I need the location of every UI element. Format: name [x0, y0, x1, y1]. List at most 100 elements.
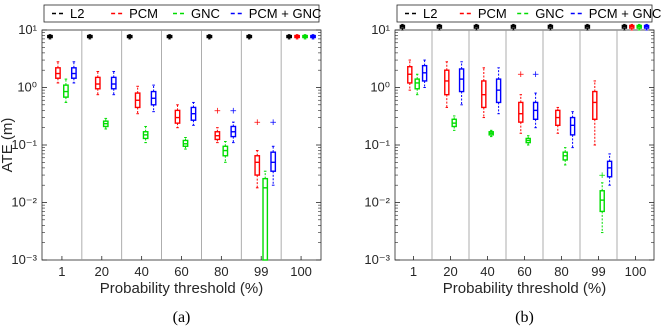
box-l2: [436, 23, 443, 31]
panel-caption: (b): [515, 309, 534, 326]
y-tick-label: 10⁰: [370, 80, 390, 95]
box-gnc: [636, 23, 642, 31]
box-gnc: [451, 115, 457, 131]
legend-label: L2: [70, 6, 84, 21]
box-gnc: [302, 34, 308, 40]
box-pcmgnc: [190, 101, 197, 126]
legend-label: L2: [423, 6, 437, 21]
box-l2: [86, 34, 93, 40]
y-tick-label: 10¹: [18, 22, 37, 37]
outlier-marker: +: [253, 118, 261, 128]
box-pcm: +: [253, 118, 261, 189]
box-body: [254, 155, 261, 176]
x-tick-label: 60: [517, 264, 531, 279]
legend-label: PCM + GNC: [249, 6, 322, 21]
y-tick-label: 10⁰: [17, 80, 37, 95]
x-tick-label: 1: [410, 264, 417, 279]
legend: L2 PCM GNC PCM + GNC: [43, 4, 322, 23]
box-body: [592, 90, 598, 120]
box-pcmgnc: +: [532, 70, 539, 129]
box-pcmgnc: [643, 23, 650, 31]
box-body: [458, 68, 465, 93]
box-pcm: [629, 23, 635, 31]
y-tick-label: 10⁻³: [11, 252, 37, 267]
x-tick-label: 20: [443, 264, 457, 279]
box-gnc: [222, 141, 229, 163]
y-tick-label: 10⁻³: [364, 252, 390, 267]
x-axis-label: Probability threshold (%): [100, 280, 263, 297]
box-gnc: [488, 129, 494, 138]
box-body: [518, 101, 524, 123]
box-pcmgnc: +: [269, 118, 277, 186]
box-pcm: [407, 59, 413, 91]
box-pcm: [174, 104, 181, 129]
box-l2: [246, 34, 253, 40]
box-l2: [47, 34, 53, 40]
box-l2: [473, 23, 480, 31]
box-pcmgnc: [606, 153, 613, 186]
box-gnc: [262, 170, 269, 261]
box-l2: [621, 23, 628, 31]
box-body: [94, 76, 101, 90]
outlier-marker: +: [214, 106, 222, 116]
legend-label: PCM: [129, 6, 158, 21]
x-tick-label: 1: [58, 264, 65, 279]
box-l2: [547, 23, 554, 31]
outlier-marker: +: [598, 171, 606, 181]
legend-label: GNC: [191, 6, 220, 21]
box-body: [606, 160, 613, 178]
x-axis-label: Probability threshold (%): [443, 280, 606, 297]
box-pcm: [294, 34, 300, 40]
box-pcm: [94, 70, 101, 96]
y-tick-label: 10⁻¹: [11, 137, 37, 152]
box-l2: [399, 23, 406, 31]
box-pcmgnc: [150, 84, 157, 113]
x-tick-label: 20: [95, 264, 109, 279]
legend-label: GNC: [535, 6, 564, 21]
y-tick-label: 10⁻¹: [364, 137, 390, 152]
legend-label: PCM: [478, 6, 507, 21]
box-pcm: [555, 106, 561, 134]
x-tick-label: 60: [174, 264, 188, 279]
box-pcm: +: [214, 106, 222, 144]
box-gnc: [525, 135, 531, 146]
box-pcmgnc: +: [230, 106, 238, 144]
legend-label: PCM + GNC: [589, 6, 662, 21]
box-l2: [510, 23, 517, 31]
box-gnc: [414, 73, 420, 96]
x-tick-label: 100: [625, 264, 647, 279]
box-l2: [126, 34, 133, 40]
panel-caption: (a): [173, 309, 191, 326]
plot-area: [394, 29, 655, 261]
box-gnc: [142, 125, 149, 144]
box-pcmgnc: [458, 61, 465, 106]
x-tick-label: 40: [480, 264, 494, 279]
box-l2: [166, 34, 173, 40]
box-pcmgnc: [421, 59, 428, 88]
box-pcmgnc: [110, 70, 117, 96]
box-body: [174, 109, 181, 124]
plot-area: [41, 29, 322, 261]
box-gnc: [182, 137, 189, 150]
y-axis-label: ATE (m): [0, 118, 16, 173]
box-gnc: +: [598, 171, 606, 234]
box-body: [599, 190, 605, 213]
box-pcmgnc: [569, 111, 576, 149]
box-pcm: [134, 85, 141, 115]
box-pcm: +: [517, 70, 525, 134]
box-l2: [286, 34, 293, 40]
box-pcmgnc: [495, 67, 502, 115]
box-body: [414, 78, 420, 90]
x-tick-label: 40: [134, 264, 148, 279]
box-body: [444, 69, 450, 96]
box-pcmgnc: [70, 61, 77, 84]
box-gnc: [63, 78, 69, 103]
y-tick-label: 10¹: [371, 22, 390, 37]
box-pcm: [444, 61, 450, 108]
box-pcm: [55, 61, 61, 84]
outlier-marker: +: [230, 106, 238, 116]
y-tick-label: 10⁻²: [364, 195, 390, 210]
y-tick-label: 10⁻²: [11, 195, 37, 210]
box-gnc: [562, 147, 568, 166]
